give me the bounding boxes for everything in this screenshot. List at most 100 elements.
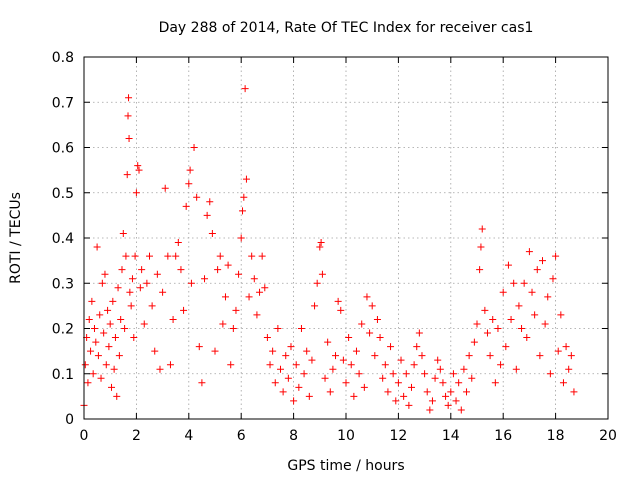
data-point xyxy=(156,365,164,373)
data-point xyxy=(180,306,188,314)
data-point xyxy=(494,325,502,332)
data-point xyxy=(118,266,126,274)
axis-ticks xyxy=(83,56,609,420)
data-point xyxy=(195,343,203,351)
data-point xyxy=(476,266,484,274)
data-point xyxy=(127,302,135,310)
data-point xyxy=(400,392,408,400)
data-point xyxy=(544,293,552,301)
data-point xyxy=(216,252,224,260)
data-point xyxy=(186,166,194,174)
data-point xyxy=(463,388,471,396)
data-point xyxy=(203,211,211,219)
data-point xyxy=(261,284,269,292)
data-point xyxy=(108,383,116,391)
data-point xyxy=(271,379,279,387)
data-point xyxy=(366,329,374,337)
x-tick-label: 2 xyxy=(132,428,141,444)
data-point xyxy=(182,202,190,210)
data-point xyxy=(497,361,505,369)
data-point xyxy=(250,275,258,283)
data-point xyxy=(436,365,444,373)
data-point xyxy=(117,315,125,323)
data-point xyxy=(483,329,491,337)
data-point xyxy=(101,270,109,278)
data-point xyxy=(85,315,93,323)
data-point xyxy=(269,347,277,355)
data-point xyxy=(423,388,431,396)
data-point xyxy=(418,352,426,360)
data-point xyxy=(308,356,316,364)
data-point xyxy=(159,288,167,296)
data-point xyxy=(185,180,193,188)
y-tick-labels: 0 0.1 0.2 0.3 0.4 0.5 0.6 0.7 0.8 xyxy=(52,50,74,428)
data-point xyxy=(321,374,329,382)
data-point xyxy=(119,229,127,237)
data-point xyxy=(347,361,355,369)
data-point xyxy=(439,379,447,387)
data-point xyxy=(132,189,140,197)
data-point xyxy=(126,288,134,296)
data-point xyxy=(138,266,146,274)
x-tick-label: 16 xyxy=(494,428,512,444)
y-tick-label: 0.3 xyxy=(52,276,74,292)
data-point xyxy=(358,320,366,328)
data-point xyxy=(125,94,133,102)
data-point xyxy=(567,352,575,360)
data-point xyxy=(477,243,485,251)
data-point xyxy=(97,374,105,382)
data-point xyxy=(96,311,104,319)
x-tick-label: 14 xyxy=(442,428,460,444)
data-point xyxy=(510,279,518,287)
data-point xyxy=(89,370,97,378)
data-point xyxy=(415,329,423,337)
data-point xyxy=(187,279,195,287)
data-point xyxy=(93,243,101,251)
data-point xyxy=(549,275,557,283)
x-tick-label: 4 xyxy=(184,428,193,444)
data-point xyxy=(470,338,478,346)
data-point xyxy=(481,306,489,314)
data-point xyxy=(208,229,216,237)
data-point xyxy=(135,166,143,174)
data-point xyxy=(565,365,573,373)
data-point xyxy=(523,334,531,342)
data-point xyxy=(515,302,523,310)
data-point xyxy=(279,388,287,396)
data-point xyxy=(146,252,153,260)
data-point xyxy=(105,343,113,351)
data-point xyxy=(352,347,360,355)
data-point xyxy=(379,374,387,382)
data-point xyxy=(507,315,515,323)
data-point xyxy=(559,379,567,387)
data-point xyxy=(130,334,138,342)
data-point xyxy=(140,320,148,328)
data-point xyxy=(287,343,295,351)
data-point xyxy=(282,352,290,360)
data-point xyxy=(109,297,117,305)
data-point xyxy=(397,356,405,364)
data-point xyxy=(258,252,266,260)
data-point xyxy=(317,239,325,247)
data-point xyxy=(539,257,546,265)
data-point xyxy=(389,370,397,378)
data-point xyxy=(345,334,353,342)
data-point xyxy=(376,334,384,342)
data-point xyxy=(111,334,119,342)
data-point xyxy=(94,352,102,360)
data-point xyxy=(248,252,256,260)
data-point xyxy=(88,297,96,305)
data-point xyxy=(277,365,284,373)
data-point xyxy=(153,270,161,278)
data-point xyxy=(554,347,562,355)
data-point xyxy=(326,388,334,396)
data-point xyxy=(148,302,156,310)
data-point xyxy=(305,392,313,400)
data-point xyxy=(339,356,347,364)
data-point xyxy=(552,252,560,260)
data-point xyxy=(297,325,305,332)
data-point xyxy=(332,352,340,360)
data-point xyxy=(405,401,413,409)
data-point xyxy=(536,352,544,360)
data-point xyxy=(193,193,201,201)
